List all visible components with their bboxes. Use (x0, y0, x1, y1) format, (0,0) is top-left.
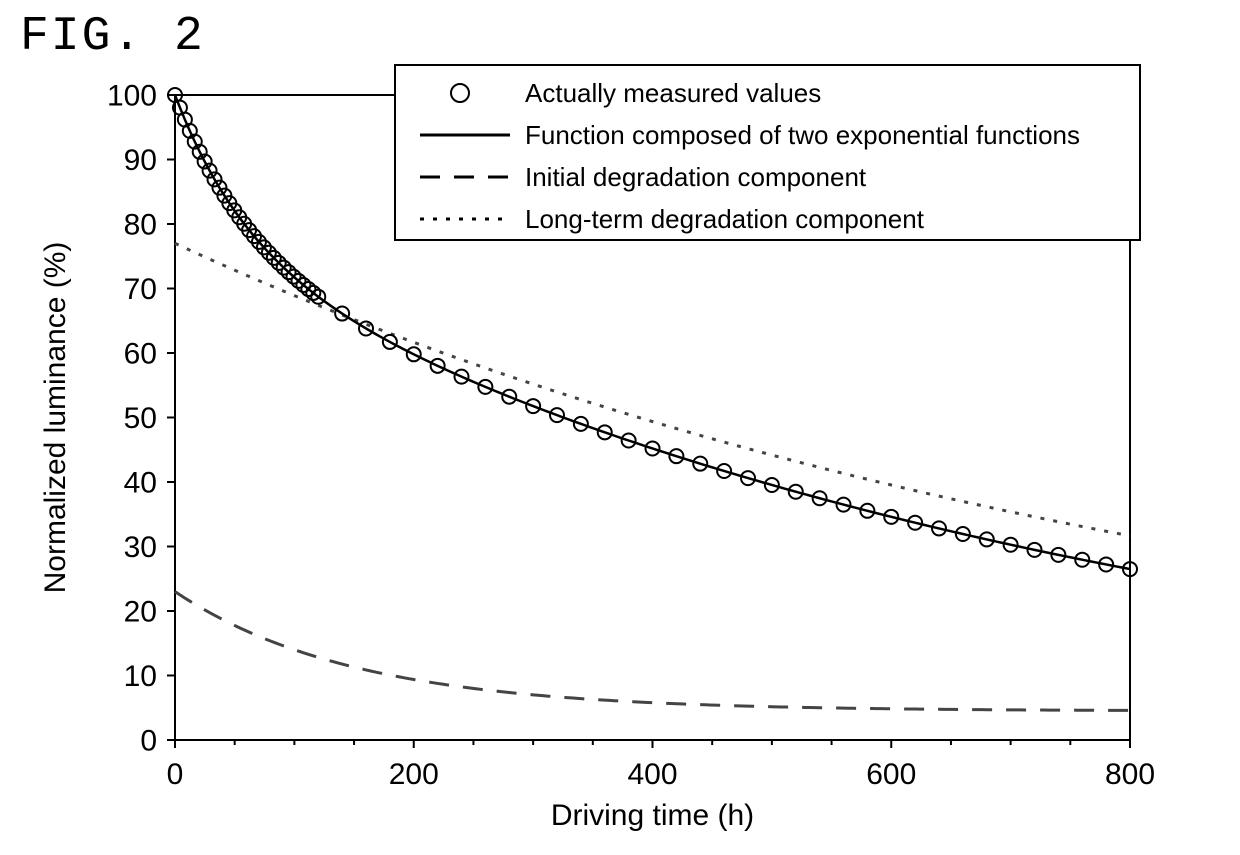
y-tick-label: 60 (124, 338, 157, 371)
y-tick-label: 70 (124, 273, 157, 306)
y-tick-label: 90 (124, 144, 157, 177)
y-tick-label: 0 (140, 725, 157, 758)
x-tick-label: 800 (1105, 758, 1155, 791)
y-tick-label: 50 (124, 402, 157, 435)
chart-legend: Actually measured values Function compose… (395, 65, 1140, 240)
legend-label: Long-term degradation component (525, 204, 925, 234)
legend-label: Initial degradation component (525, 162, 867, 192)
figure-title: FIG. 2 (20, 10, 205, 64)
y-tick-label: 40 (124, 467, 157, 500)
y-tick-label: 100 (107, 80, 157, 113)
x-axis-label: Driving time (h) (551, 799, 754, 832)
y-axis-label: Normalized luminance (%) (39, 242, 72, 594)
y-tick-label: 20 (124, 596, 157, 629)
luminance-decay-chart: 0 200 400 600 800 Driving time (h) 0 10 20 30 40 50… (0, 0, 1240, 855)
x-tick-label: 200 (389, 758, 439, 791)
y-tick-label: 80 (124, 209, 157, 242)
legend-label: Function composed of two exponential fun… (525, 120, 1080, 150)
legend-label: Actually measured values (525, 78, 821, 108)
x-tick-label: 600 (866, 758, 916, 791)
x-tick-label: 0 (167, 758, 184, 791)
y-tick-label: 30 (124, 531, 157, 564)
x-tick-label: 400 (627, 758, 677, 791)
y-tick-label: 10 (124, 660, 157, 693)
